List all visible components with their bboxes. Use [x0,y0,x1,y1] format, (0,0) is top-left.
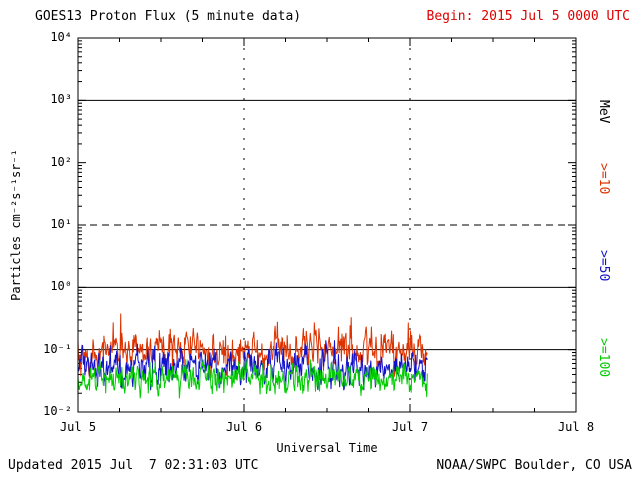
credit-label: NOAA/SWPC Boulder, CO USA [436,458,632,473]
y-tick-label: 10² [50,154,72,169]
x-tick-label: Jul 7 [391,420,429,434]
y-tick-label: 10⁰ [50,279,72,294]
y-tick-label: 10³ [50,92,72,107]
series-label-ge100: >=100 [596,338,611,378]
plot-border [77,37,577,413]
y-tick-label: 10⁻² [43,404,72,418]
series->=100 [77,358,428,399]
x-tick-label: Jul 6 [225,420,263,434]
updated-timestamp: Updated 2015 Jul 7 02:31:03 UTC [8,458,259,473]
y-tick-label: 10⁴ [50,30,72,44]
y-tick-label: 10⁻¹ [43,341,72,356]
begin-time-label: Begin: 2015 Jul 5 0000 UTC [426,9,631,24]
series-label-ge10: >=10 [596,163,611,195]
series->=10 [77,313,428,378]
series-label-ge50: >=50 [596,250,611,282]
x-tick-label: Jul 8 [557,420,595,434]
page-title: GOES13 Proton Flux (5 minute data) [35,9,302,24]
mev-unit-label: MeV [596,100,611,124]
y-axis-label: Particles cm⁻²s⁻¹sr⁻¹ [9,149,23,301]
x-tick-label: Jul 5 [59,420,97,434]
y-tick-label: 10¹ [50,217,72,231]
x-axis-label: Universal Time [276,441,378,455]
